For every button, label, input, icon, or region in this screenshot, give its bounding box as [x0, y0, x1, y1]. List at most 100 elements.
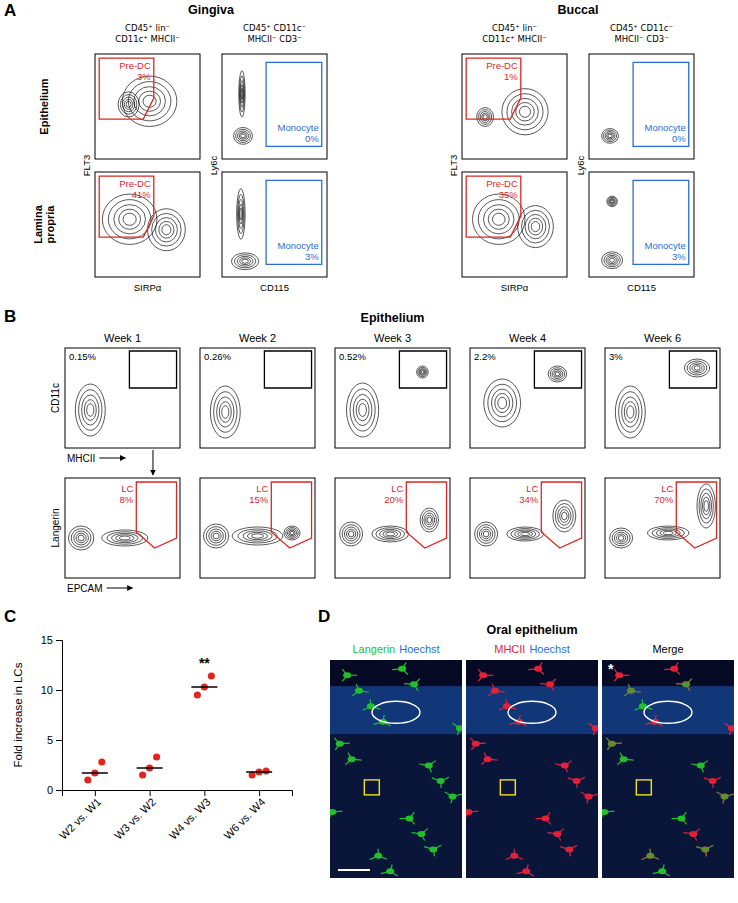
contour — [548, 366, 566, 382]
tick-mark — [95, 790, 96, 796]
dendrite — [569, 845, 577, 849]
contour — [554, 371, 561, 377]
dendrite — [342, 675, 347, 681]
panel-title: Oral epithelium — [487, 623, 578, 637]
plot-frame — [65, 348, 180, 448]
contour — [241, 88, 243, 99]
gate — [136, 482, 176, 548]
axis-title: SIRPα — [134, 282, 162, 293]
gate — [633, 62, 689, 146]
contour — [76, 533, 86, 543]
dendrite — [514, 856, 523, 859]
tick-label: W2 vs. W1 — [57, 796, 103, 842]
scale-bar — [338, 869, 370, 871]
dendrite — [642, 856, 651, 860]
dendrite — [514, 849, 515, 856]
contour — [518, 206, 554, 248]
gate-label: 0% — [672, 133, 686, 144]
tick-mark — [56, 640, 62, 641]
gate-label: 3% — [305, 251, 319, 262]
gate-label: Pre-DC — [119, 178, 151, 189]
week-title: Week 2 — [239, 332, 276, 344]
contour — [555, 372, 559, 376]
plot-area — [484, 351, 582, 427]
dendrite — [560, 847, 569, 850]
plot-area — [99, 176, 185, 251]
dendrite — [538, 662, 542, 668]
contour — [484, 205, 514, 234]
plot-area — [466, 176, 553, 247]
plot-area — [203, 482, 311, 548]
contour — [239, 204, 242, 224]
highlight-ellipse — [644, 701, 692, 723]
micrograph — [466, 660, 598, 878]
dendrite — [457, 728, 459, 735]
highlight-ellipse — [372, 701, 420, 723]
dendrite — [404, 683, 414, 685]
contour — [602, 129, 619, 144]
arrow — [99, 458, 125, 459]
contour — [558, 507, 571, 526]
gate-label: 3% — [609, 351, 623, 362]
dendrite — [602, 807, 604, 813]
contour — [607, 196, 618, 207]
contour — [608, 197, 616, 205]
plot-frame — [605, 478, 720, 578]
contour — [477, 108, 494, 127]
gate — [266, 62, 322, 146]
dendrite — [545, 812, 550, 818]
contour — [347, 529, 356, 539]
tick-label: W3 vs. W2 — [112, 796, 158, 842]
contour — [479, 110, 492, 125]
contour — [611, 200, 614, 203]
plot-frame — [470, 348, 585, 448]
dendrite — [478, 669, 483, 675]
dendrite — [335, 744, 339, 750]
contour — [522, 210, 550, 243]
contour — [238, 199, 243, 228]
contour — [627, 406, 634, 418]
axis-title: SIRPα — [501, 282, 529, 293]
dendrite — [696, 847, 705, 850]
tick-mark — [204, 790, 205, 796]
contour — [111, 533, 138, 542]
dendrite — [624, 691, 631, 696]
contour — [348, 531, 354, 537]
dendrite — [348, 753, 352, 760]
dendrite — [526, 871, 533, 876]
contour — [386, 532, 395, 536]
dendrite — [593, 728, 595, 735]
contour — [155, 218, 177, 242]
dendrite — [445, 792, 453, 796]
dendrite — [441, 777, 449, 781]
image-caption: LangerinHoechst — [352, 643, 439, 655]
contour — [531, 222, 540, 232]
contour — [528, 218, 542, 235]
week-title: Week 3 — [374, 332, 411, 344]
contour — [78, 535, 84, 541]
contour — [610, 528, 633, 548]
plot-area — [602, 180, 689, 268]
contour — [209, 529, 224, 543]
dendrite — [705, 849, 706, 856]
contour — [608, 134, 612, 138]
contour — [525, 214, 546, 238]
dendrite — [653, 871, 662, 873]
dendrite — [468, 810, 478, 812]
nuclear-layer — [330, 686, 462, 734]
contour — [614, 532, 627, 544]
contour — [603, 130, 616, 141]
gate-label: 34% — [519, 494, 539, 505]
contour — [703, 497, 710, 515]
contour — [480, 112, 490, 123]
contour — [511, 529, 540, 540]
point — [153, 753, 160, 760]
contour — [495, 393, 510, 412]
dendrite — [342, 669, 347, 675]
gate-label: 2.2% — [474, 351, 496, 362]
dendrite — [705, 845, 713, 849]
dendrite — [347, 675, 357, 676]
week-title: Week 6 — [644, 332, 681, 344]
dendrite — [650, 856, 659, 859]
contour — [687, 361, 707, 375]
